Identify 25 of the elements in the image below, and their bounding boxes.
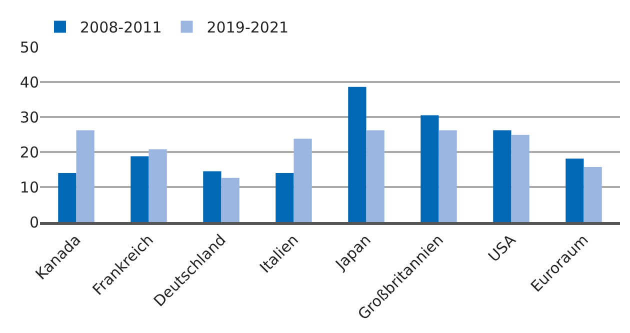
bar bbox=[566, 158, 584, 222]
legend-label: 2008-2011 bbox=[80, 18, 162, 37]
y-tick-label: 50 bbox=[20, 38, 39, 56]
bar bbox=[294, 138, 312, 222]
bar bbox=[130, 156, 149, 222]
bar bbox=[511, 134, 530, 222]
legend-label: 2019-2021 bbox=[206, 18, 289, 37]
y-tick-label: 10 bbox=[20, 178, 39, 196]
y-tick-label: 40 bbox=[20, 73, 39, 92]
bar bbox=[58, 173, 76, 222]
bar bbox=[148, 149, 167, 222]
y-tick-label: 20 bbox=[20, 143, 39, 162]
bar bbox=[420, 115, 439, 222]
bar bbox=[276, 173, 294, 222]
bar bbox=[493, 130, 512, 222]
bar bbox=[76, 130, 94, 222]
bar bbox=[221, 178, 240, 222]
bar bbox=[203, 171, 222, 222]
bar bbox=[366, 130, 384, 222]
bar bbox=[438, 130, 457, 222]
bar bbox=[584, 167, 602, 222]
bar bbox=[348, 86, 366, 222]
x-tick-label: USA bbox=[484, 230, 520, 266]
y-tick-label: 30 bbox=[20, 108, 39, 126]
y-tick-label: 0 bbox=[29, 213, 39, 232]
